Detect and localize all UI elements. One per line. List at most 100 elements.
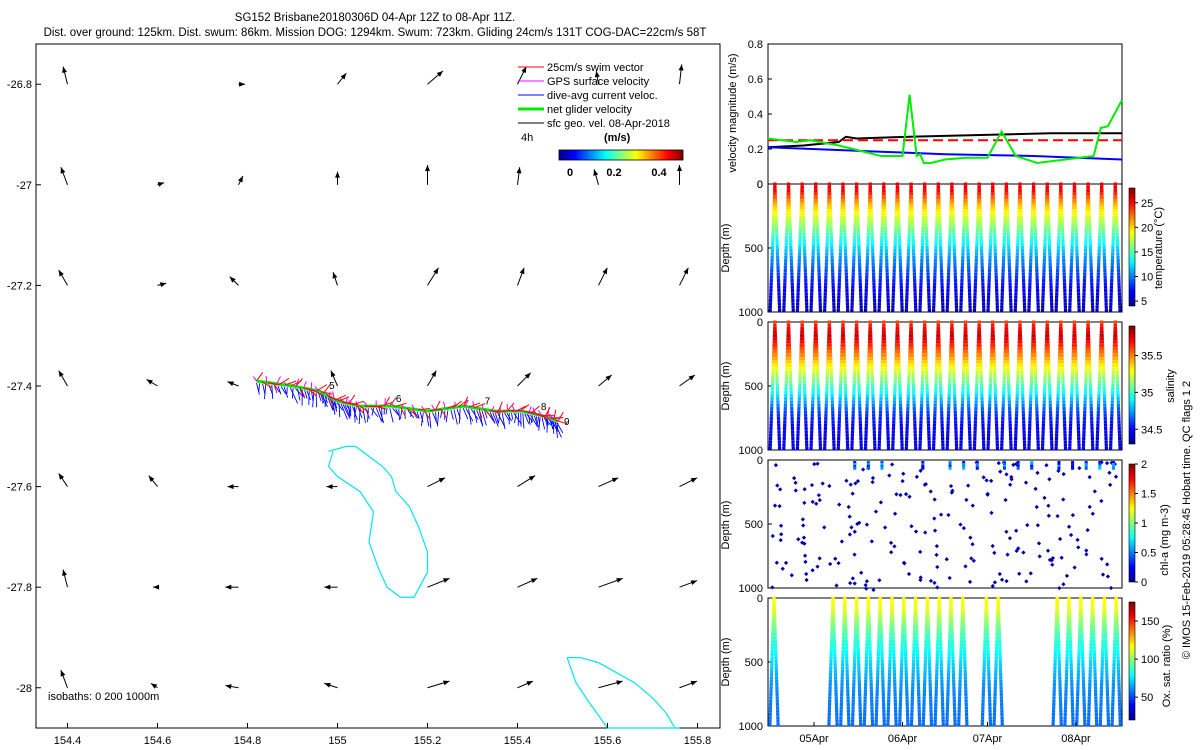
salinity-sample xyxy=(1060,357,1064,361)
temperature-sample xyxy=(796,292,800,296)
temperature-sample xyxy=(992,219,996,223)
oxygen-sample xyxy=(835,719,839,723)
map-xtick-label: 154.6 xyxy=(144,735,172,747)
salinity-sample xyxy=(913,433,917,437)
temperature-sample xyxy=(776,272,780,276)
swim-vector xyxy=(285,380,297,386)
salinity-sample xyxy=(939,390,943,394)
salinity-sample xyxy=(919,426,923,431)
temperature-sample xyxy=(809,305,813,309)
salinity-sample xyxy=(855,337,859,341)
salinity-sample xyxy=(1004,320,1008,324)
temperature-sample xyxy=(1006,239,1011,243)
temperature-sample xyxy=(791,305,795,309)
chl-sample xyxy=(932,497,937,502)
temperature-sample xyxy=(1098,229,1102,233)
temperature-sample xyxy=(883,212,887,216)
salinity-sample xyxy=(940,430,944,434)
salinity-sample xyxy=(776,410,780,414)
oxygen-sample xyxy=(773,629,777,633)
oxygen-sample xyxy=(774,676,779,680)
temperature-sample xyxy=(910,209,914,213)
temperature-sample xyxy=(845,292,849,296)
temperature-sample xyxy=(1073,205,1077,209)
salinity-sample xyxy=(877,443,881,447)
temperature-sample xyxy=(1033,232,1038,236)
chl-sample xyxy=(847,514,852,519)
temperature-sample xyxy=(811,252,815,256)
salinity-sample xyxy=(801,357,806,361)
oxygen-sample xyxy=(828,676,833,680)
temperature-sample xyxy=(937,199,941,203)
temperature-sample xyxy=(798,225,803,229)
salinity-sample xyxy=(907,377,911,381)
dac-vector xyxy=(385,408,388,415)
temperature-sample xyxy=(968,308,972,313)
temperature-sample xyxy=(797,262,801,266)
salinity-sample xyxy=(910,337,914,341)
salinity-sample xyxy=(906,403,910,407)
salinity-sample xyxy=(952,380,956,384)
temperature-sample xyxy=(1075,265,1080,269)
temperature-sample xyxy=(1049,275,1053,279)
salinity-sample xyxy=(785,370,789,374)
salinity-sample xyxy=(923,343,928,347)
salinity-sample xyxy=(812,377,816,381)
temperature-sample xyxy=(881,209,885,213)
temperature-sample xyxy=(989,232,993,236)
salinity-sample xyxy=(1077,440,1081,444)
temperature-sample xyxy=(1036,305,1040,309)
temperature-sample xyxy=(771,225,775,229)
temperature-sample xyxy=(856,222,860,226)
temperature-sample xyxy=(1004,182,1008,186)
sfc-vector-head xyxy=(683,267,689,275)
temperature-sample xyxy=(960,269,964,273)
salinity-sample xyxy=(932,423,937,427)
salinity-sample xyxy=(1047,383,1052,387)
chl-sample xyxy=(1016,546,1021,551)
temperature-sample xyxy=(980,265,984,269)
temperature-sample xyxy=(825,232,830,236)
salinity-sample xyxy=(910,357,915,361)
salinity-sample xyxy=(1089,413,1094,417)
temperature-sample xyxy=(1008,275,1012,279)
salinity-sample xyxy=(935,363,939,367)
temperature-sample xyxy=(899,292,904,296)
chl-sample xyxy=(1003,497,1008,503)
salinity-sample xyxy=(796,440,800,444)
salinity-sample xyxy=(1100,340,1105,344)
temperature-sample xyxy=(1030,235,1034,239)
temperature-sample xyxy=(1084,229,1088,233)
temperature-sample xyxy=(1096,269,1101,273)
temperature-sample xyxy=(812,239,816,243)
oxygen-sample xyxy=(769,693,773,697)
salinity-sample xyxy=(1055,410,1060,414)
salinity-sample xyxy=(796,423,800,427)
chl-sample xyxy=(1003,462,1007,466)
salinity-sample xyxy=(976,347,980,351)
temperature-sample xyxy=(858,265,862,269)
temperature-sample xyxy=(1008,279,1012,283)
dac-vector xyxy=(504,412,510,421)
temperature-sample xyxy=(961,239,966,243)
salinity-sample xyxy=(1101,347,1105,351)
salinity-sample xyxy=(946,410,951,414)
temperature-sample xyxy=(960,272,964,276)
temperature-sample xyxy=(1042,265,1046,269)
salinity-sample xyxy=(1083,407,1087,411)
salinity-sample xyxy=(974,407,978,411)
salinity-sample xyxy=(986,440,990,444)
chl-sample xyxy=(996,460,1001,466)
salinity-sample xyxy=(865,413,869,417)
temperature-sample xyxy=(814,202,819,206)
salinity-sample xyxy=(883,347,887,351)
salinity-sample xyxy=(857,390,861,394)
salinity-sample xyxy=(1054,446,1058,451)
salinity-sample xyxy=(1018,320,1022,324)
salinity-sample xyxy=(852,397,856,401)
oxygen-sample xyxy=(774,666,778,670)
salinity-sample xyxy=(1021,393,1025,397)
salinity-sample xyxy=(841,330,845,334)
salinity-sample xyxy=(923,340,928,344)
temperature-sample xyxy=(896,199,900,203)
